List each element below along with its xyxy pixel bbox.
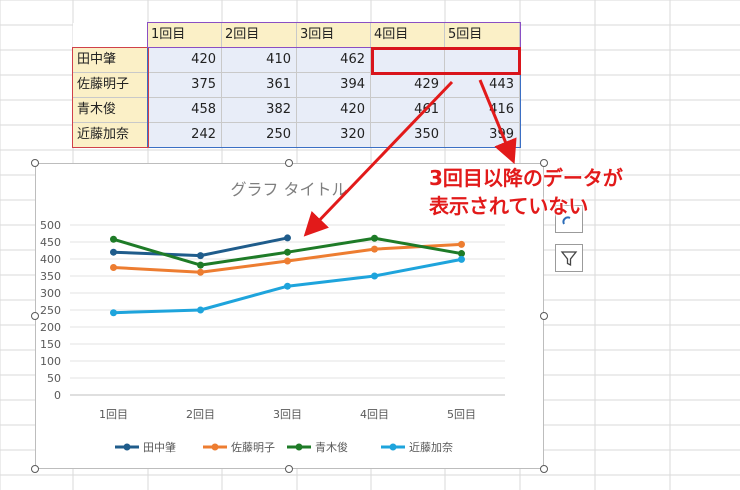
resize-handle[interactable] [31, 465, 39, 473]
x-tick-label: 4回目 [360, 408, 389, 421]
chart-filter-button[interactable] [555, 244, 583, 272]
data-point[interactable] [110, 309, 117, 317]
resize-handle[interactable] [540, 159, 548, 167]
value-cell[interactable]: 458 [148, 98, 222, 123]
data-point[interactable] [371, 245, 378, 253]
row-name-cell[interactable]: 青木俊 [73, 98, 148, 123]
data-point[interactable] [197, 261, 204, 269]
empty-cells-highlight [371, 47, 521, 75]
data-point[interactable] [371, 272, 378, 280]
y-tick-label: 450 [40, 236, 61, 249]
y-tick-label: 0 [54, 389, 61, 402]
line-chart: グラフ タイトル 500450400350300250200150100500 … [40, 180, 505, 454]
resize-handle[interactable] [31, 312, 39, 320]
table-corner-cell[interactable] [73, 23, 148, 48]
value-cell[interactable]: 420 [148, 48, 222, 73]
data-point[interactable] [110, 235, 117, 243]
value-cell[interactable]: 410 [222, 48, 297, 73]
y-tick-label: 500 [40, 219, 61, 232]
y-tick-label: 250 [40, 304, 61, 317]
x-tick-label: 1回目 [99, 408, 128, 421]
legend-label[interactable]: 田中肇 [143, 440, 176, 454]
y-tick-label: 200 [40, 321, 61, 334]
legend-label[interactable]: 近藤加奈 [409, 440, 453, 454]
data-point[interactable] [110, 264, 117, 271]
chart-filter-icon [560, 251, 578, 267]
y-tick-label: 300 [40, 287, 61, 300]
data-point[interactable] [284, 257, 291, 265]
legend-label[interactable]: 佐藤明子 [231, 440, 275, 454]
legend-marker [295, 443, 303, 451]
resize-handle[interactable] [285, 465, 293, 473]
legend-marker [389, 443, 397, 451]
y-tick-label: 50 [47, 372, 61, 385]
value-cell[interactable]: 361 [222, 73, 297, 98]
line-chart-area[interactable] [35, 163, 544, 469]
header-range-outline [147, 22, 521, 48]
value-cell[interactable]: 382 [222, 98, 297, 123]
annotation-line-1: 3回目以降のデータが [429, 166, 623, 190]
data-point[interactable] [458, 240, 465, 248]
resize-handle[interactable] [31, 159, 39, 167]
row-name-cell[interactable]: 佐藤明子 [73, 73, 148, 98]
annotation-line-2: 表示されていない [429, 194, 589, 218]
x-tick-label: 2回目 [186, 408, 215, 421]
data-point[interactable] [197, 252, 204, 260]
y-tick-label: 100 [40, 355, 61, 368]
legend-marker [211, 443, 219, 451]
legend-label[interactable]: 青木俊 [315, 440, 348, 454]
resize-handle[interactable] [285, 159, 293, 167]
data-point[interactable] [371, 234, 378, 242]
legend-marker [123, 443, 131, 451]
data-point[interactable] [458, 255, 465, 263]
column-header-cell[interactable]: 5回目 [445, 23, 520, 48]
data-point[interactable] [284, 282, 291, 290]
resize-handle[interactable] [540, 312, 548, 320]
annotation-text: 3回目以降のデータが 表示されていない [429, 164, 623, 220]
chart-styles-button[interactable] [555, 205, 583, 233]
data-point[interactable] [284, 234, 291, 242]
name-range-outline [72, 47, 149, 148]
row-name-cell[interactable]: 田中肇 [73, 48, 148, 73]
y-tick-label: 150 [40, 338, 61, 351]
resize-handle[interactable] [540, 465, 548, 473]
data-point[interactable] [458, 250, 465, 258]
column-header-cell[interactable]: 2回目 [222, 23, 297, 48]
value-cell[interactable]: 375 [148, 73, 222, 98]
x-tick-label: 3回目 [273, 408, 302, 421]
y-tick-label: 400 [40, 253, 61, 266]
chart-title[interactable]: グラフ タイトル [230, 180, 347, 199]
data-point[interactable] [197, 268, 204, 276]
data-point[interactable] [110, 248, 117, 256]
x-tick-label: 5回目 [447, 408, 476, 421]
data-point[interactable] [197, 306, 204, 314]
data-point[interactable] [284, 248, 291, 256]
y-tick-label: 350 [40, 270, 61, 283]
column-header-cell[interactable]: 1回目 [148, 23, 222, 48]
value-cell[interactable]: 462 [297, 48, 371, 73]
chart-styles-icon [562, 216, 571, 225]
column-header-cell[interactable]: 4回目 [371, 23, 445, 48]
